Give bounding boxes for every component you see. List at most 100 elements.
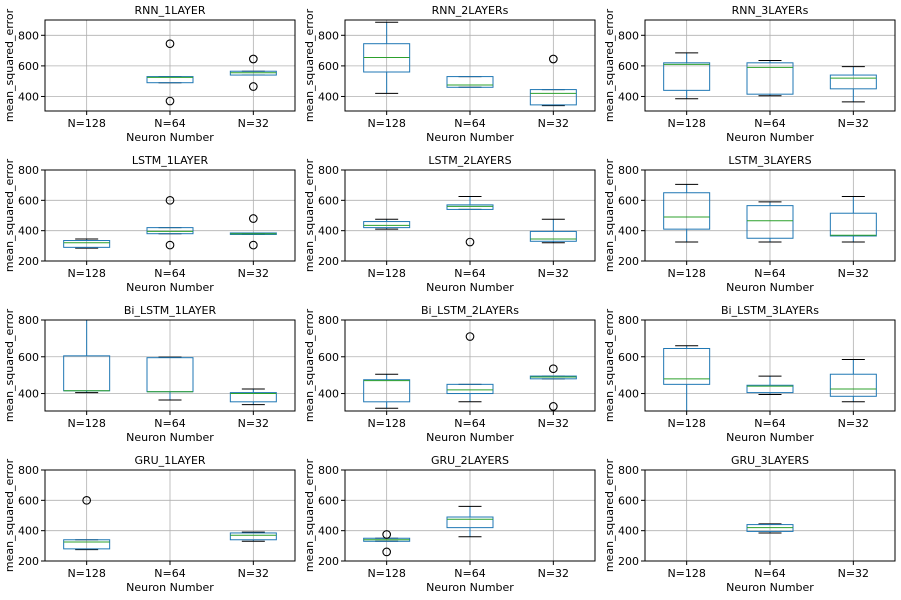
y-tick-label: 400	[318, 225, 339, 238]
box-n64	[746, 375, 794, 395]
y-tick-label: 400	[318, 90, 339, 103]
x-tick-label: N=32	[838, 117, 869, 130]
x-tick-label: N=64	[454, 267, 485, 280]
x-tick-label: N=32	[538, 417, 569, 430]
x-tick-label: N=64	[154, 117, 185, 130]
x-tick-label: N=64	[754, 117, 785, 130]
outlier-point	[548, 54, 558, 64]
outlier-point	[82, 495, 92, 505]
y-tick-label: 600	[618, 351, 639, 364]
subplot-lstm-3layers: 200 400 600 800 N=128 N=64 N=32 LSTM_3LAYERS Neu…	[603, 154, 896, 294]
x-tick-label: N=64	[154, 567, 185, 580]
iqr-box	[446, 383, 494, 395]
box-n128	[363, 373, 411, 409]
x-axis-label: Neuron Number	[726, 581, 814, 594]
y-axis-label: mean_squared_error	[3, 458, 16, 572]
y-tick-label: 600	[618, 494, 639, 507]
outlier-point	[248, 82, 258, 91]
subplot-title: Bi_LSTM_1LAYER	[124, 304, 217, 317]
y-axis-label: mean_squared_error	[603, 458, 616, 572]
y-axis-label: mean_squared_error	[603, 158, 616, 272]
outlier-point	[248, 214, 258, 223]
y-tick-label: 400	[618, 525, 639, 538]
subplot-gru-2layers: 200 400 600 800 N=128 N=64 N=32 GRU_2LAYERS Neur…	[303, 454, 596, 594]
x-tick-label: N=128	[367, 417, 405, 430]
y-tick-label: 400	[618, 90, 639, 103]
outlier-point	[248, 240, 258, 250]
box-n64	[446, 505, 494, 538]
subplot-gru-1layer: 200 400 600 800 N=128 N=64 N=32 GRU_1LAYER Neuro…	[3, 454, 296, 594]
box-n128	[663, 183, 711, 243]
y-axis-label: mean_squared_error	[3, 8, 16, 122]
outlier-point	[165, 39, 175, 49]
y-tick-label: 400	[18, 225, 39, 238]
y-tick-label: 800	[318, 164, 339, 177]
x-tick-label: N=128	[67, 567, 105, 580]
x-axis-label: Neuron Number	[426, 581, 514, 594]
x-tick-label: N=32	[238, 417, 269, 430]
y-tick-label: 800	[318, 464, 339, 477]
x-tick-label: N=128	[667, 417, 705, 430]
y-tick-label: 800	[618, 29, 639, 42]
box-n128	[363, 21, 411, 94]
y-tick-label: 600	[18, 60, 39, 73]
outlier-point	[465, 332, 475, 341]
x-axis-label: Neuron Number	[126, 581, 214, 594]
y-tick-label: 200	[318, 255, 339, 268]
box-n32	[229, 54, 277, 91]
box-n64	[746, 523, 794, 534]
box-n32	[829, 359, 877, 403]
box-n32	[529, 218, 577, 244]
iqr-box	[746, 384, 794, 394]
iqr-box	[829, 74, 877, 90]
iqr-box	[746, 62, 794, 95]
y-tick-label: 200	[318, 555, 339, 568]
outlier-point	[382, 530, 392, 539]
y-tick-label: 800	[18, 29, 39, 42]
y-axis-label: mean_squared_error	[303, 158, 316, 272]
x-axis-label: Neuron Number	[426, 281, 514, 294]
box-n32	[829, 196, 877, 243]
y-tick-label: 600	[318, 351, 339, 364]
box-n32	[829, 66, 877, 103]
y-axis-label: mean_squared_error	[303, 458, 316, 572]
x-tick-label: N=128	[367, 567, 405, 580]
subplot-title: RNN_2LAYERs	[432, 4, 509, 17]
x-tick-label: N=64	[754, 267, 785, 280]
x-axis-label: Neuron Number	[426, 131, 514, 144]
subplot-lstm-1layer: 200 400 600 800 N=128 N=64 N=32 LSTM_1LAYER Neur…	[3, 154, 296, 294]
y-tick-label: 800	[18, 464, 39, 477]
subplot-title: LSTM_1LAYER	[132, 154, 209, 167]
box-n128	[363, 218, 411, 230]
iqr-box	[663, 192, 711, 230]
y-axis-label: mean_squared_error	[3, 308, 16, 422]
outlier-point	[548, 402, 558, 411]
box-n64	[446, 76, 494, 88]
iqr-box	[446, 204, 494, 210]
x-tick-label: N=128	[667, 567, 705, 580]
x-tick-label: N=128	[367, 117, 405, 130]
y-tick-label: 400	[618, 225, 639, 238]
outlier-point	[165, 195, 175, 205]
y-tick-label: 600	[618, 60, 639, 73]
iqr-box	[829, 212, 877, 237]
x-axis-label: Neuron Number	[126, 281, 214, 294]
subplot-rnn-1layer: 400 600 800 N=128 N=64 N=32 RNN_1LAYER Neuron N…	[3, 4, 296, 144]
subplot-lstm-2layers: 200 400 600 800 N=128 N=64 N=32 LSTM_2LAYERS Neu…	[303, 154, 596, 294]
iqr-box	[529, 230, 577, 242]
iqr-box	[829, 373, 877, 397]
x-tick-label: N=64	[754, 417, 785, 430]
subplot-title: GRU_1LAYER	[134, 454, 205, 467]
iqr-box	[63, 539, 111, 550]
x-tick-label: N=32	[538, 267, 569, 280]
x-axis-label: Neuron Number	[726, 431, 814, 444]
x-axis-label: Neuron Number	[726, 131, 814, 144]
x-axis-label: Neuron Number	[726, 281, 814, 294]
box-n32	[529, 54, 577, 107]
iqr-box	[746, 205, 794, 239]
y-tick-label: 600	[318, 194, 339, 207]
x-tick-label: N=32	[238, 267, 269, 280]
box-n32	[229, 531, 277, 542]
y-tick-label: 600	[318, 494, 339, 507]
y-tick-label: 400	[18, 90, 39, 103]
